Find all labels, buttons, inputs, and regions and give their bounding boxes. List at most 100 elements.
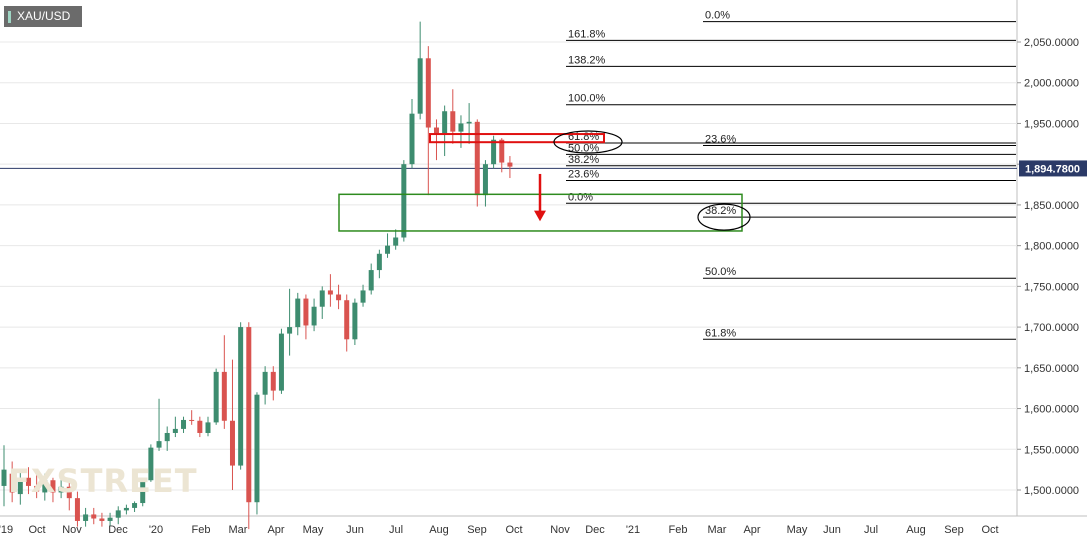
candle-body <box>352 302 358 340</box>
candle-body <box>409 113 415 165</box>
fib-label: 23.6% <box>705 133 736 145</box>
fib-label: 23.6% <box>568 168 599 180</box>
x-tick-label: Aug <box>906 524 926 536</box>
fib-label: 38.2% <box>568 154 599 166</box>
candle-body <box>189 419 195 421</box>
candle-body <box>164 432 170 442</box>
y-tick-label: 1,500.0000 <box>1024 485 1079 497</box>
x-tick-label: Nov <box>62 524 82 536</box>
x-tick-label: Jul <box>389 524 403 536</box>
candle-body <box>344 300 350 340</box>
fib-label: 0.0% <box>568 191 593 203</box>
candle-body <box>417 58 423 114</box>
candle-body <box>262 371 268 395</box>
x-tick-label: '21 <box>626 524 640 536</box>
fib-label: 50.0% <box>705 266 736 278</box>
candle-body <box>140 480 146 504</box>
fib-label: 0.0% <box>705 10 730 22</box>
candle-body <box>319 290 325 307</box>
candle-body <box>9 473 15 493</box>
candle-body <box>58 486 64 493</box>
x-tick-label: Oct <box>981 524 998 536</box>
candle-body <box>433 127 439 134</box>
x-tick-label: Dec <box>108 524 128 536</box>
candle-body <box>303 298 309 326</box>
fib-label: 38.2% <box>705 205 736 217</box>
symbol-text: XAU/USD <box>17 9 71 23</box>
candle-body <box>393 237 399 246</box>
x-tick-label: Apr <box>743 524 760 536</box>
candle-body <box>17 477 23 495</box>
candle-body <box>311 306 317 326</box>
y-tick-label: 1,650.0000 <box>1024 363 1079 375</box>
candle-body <box>115 510 121 518</box>
candle-body <box>99 518 105 521</box>
symbol-label[interactable]: XAU/USD <box>4 6 82 27</box>
candle-body <box>270 371 276 391</box>
candle-body <box>376 253 382 271</box>
fib-label: 161.8% <box>568 28 606 40</box>
x-tick-label: Nov <box>550 524 570 536</box>
candle-body <box>507 162 513 167</box>
candle-body <box>156 441 162 448</box>
candle-body <box>360 290 366 303</box>
candle-body <box>327 290 333 295</box>
x-tick-label: Jul <box>864 524 878 536</box>
x-tick-label: May <box>787 524 808 536</box>
candle-body <box>474 121 480 196</box>
x-tick-label: May <box>303 524 324 536</box>
fib-label: 50.0% <box>568 142 599 154</box>
candle-body <box>107 517 113 521</box>
candle-body <box>458 123 464 132</box>
fib-label: 100.0% <box>568 93 606 105</box>
candle-body <box>25 477 31 486</box>
down-arrow-head <box>534 210 546 222</box>
candle-body <box>172 428 178 433</box>
x-tick-label: Dec <box>585 524 605 536</box>
x-tick-label: '20 <box>149 524 163 536</box>
candle-body <box>74 498 80 521</box>
y-tick-label: 1,750.0000 <box>1024 281 1079 293</box>
highlight-ellipse-61 <box>553 130 623 154</box>
x-tick-label: Oct <box>28 524 45 536</box>
x-tick-label: Mar <box>708 524 727 536</box>
resistance-zone-box <box>429 133 605 144</box>
candle-body <box>425 58 431 128</box>
candle-body <box>491 139 497 165</box>
candle-body <box>278 333 284 391</box>
fib-label: 138.2% <box>568 54 606 66</box>
x-tick-label: Feb <box>669 524 688 536</box>
fib-label: 61.8% <box>705 327 736 339</box>
y-tick-label: 1,700.0000 <box>1024 322 1079 334</box>
watermark-logo: FXSTREET <box>8 462 198 500</box>
candle-body <box>42 480 48 493</box>
candle-body <box>123 507 129 511</box>
x-tick-label: Oct <box>505 524 522 536</box>
candle-body <box>197 420 203 433</box>
candle-body <box>1 469 7 486</box>
candle-body <box>221 371 227 421</box>
candle-body <box>368 270 374 291</box>
y-tick-label: 2,000.0000 <box>1024 78 1079 90</box>
candle-body <box>205 422 211 433</box>
candle-body <box>401 164 407 238</box>
x-tick-label: Aug <box>429 524 449 536</box>
price-tag-text: 1,894.7800 <box>1025 163 1080 175</box>
candle-body <box>385 245 391 254</box>
candle-body <box>246 327 252 503</box>
candle-body <box>295 298 301 328</box>
x-tick-label: Sep <box>467 524 487 536</box>
x-tick-label: Mar <box>229 524 248 536</box>
candle-body <box>132 503 138 508</box>
candle-body <box>148 447 154 481</box>
x-tick-label: Sep <box>944 524 964 536</box>
x-tick-label: Jun <box>823 524 841 536</box>
candle-body <box>34 485 40 492</box>
candle-body <box>238 327 244 466</box>
candle-body <box>442 111 448 134</box>
candle-body <box>466 121 472 124</box>
price-tag-box <box>1019 160 1087 177</box>
symbol-color-icon <box>8 10 11 23</box>
